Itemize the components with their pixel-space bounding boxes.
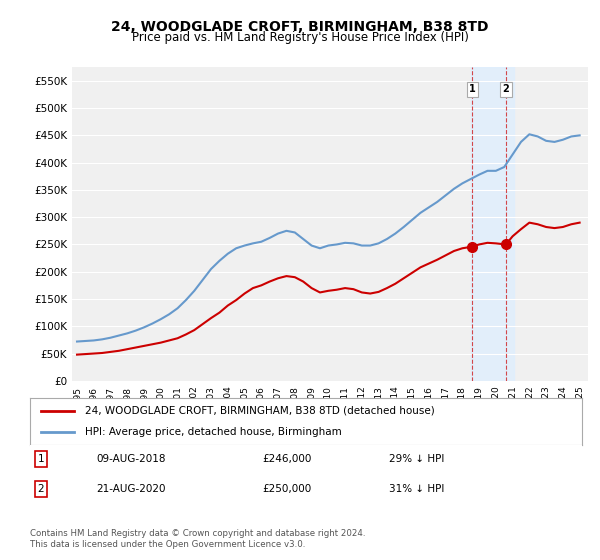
- Text: 2: 2: [38, 484, 44, 494]
- Text: 24, WOODGLADE CROFT, BIRMINGHAM, B38 8TD: 24, WOODGLADE CROFT, BIRMINGHAM, B38 8TD: [111, 20, 489, 34]
- Text: 1: 1: [38, 454, 44, 464]
- Text: 29% ↓ HPI: 29% ↓ HPI: [389, 454, 444, 464]
- Text: HPI: Average price, detached house, Birmingham: HPI: Average price, detached house, Birm…: [85, 427, 342, 437]
- Text: £250,000: £250,000: [262, 484, 311, 494]
- Text: 24, WOODGLADE CROFT, BIRMINGHAM, B38 8TD (detached house): 24, WOODGLADE CROFT, BIRMINGHAM, B38 8TD…: [85, 406, 435, 416]
- Text: 31% ↓ HPI: 31% ↓ HPI: [389, 484, 444, 494]
- Text: 1: 1: [469, 84, 476, 94]
- Text: 21-AUG-2020: 21-AUG-2020: [96, 484, 166, 494]
- Text: 09-AUG-2018: 09-AUG-2018: [96, 454, 166, 464]
- Text: £246,000: £246,000: [262, 454, 311, 464]
- Bar: [471, 67, 514, 381]
- Text: Contains HM Land Registry data © Crown copyright and database right 2024.
This d: Contains HM Land Registry data © Crown c…: [30, 529, 365, 549]
- Text: Price paid vs. HM Land Registry's House Price Index (HPI): Price paid vs. HM Land Registry's House …: [131, 31, 469, 44]
- Text: 2: 2: [503, 84, 509, 94]
